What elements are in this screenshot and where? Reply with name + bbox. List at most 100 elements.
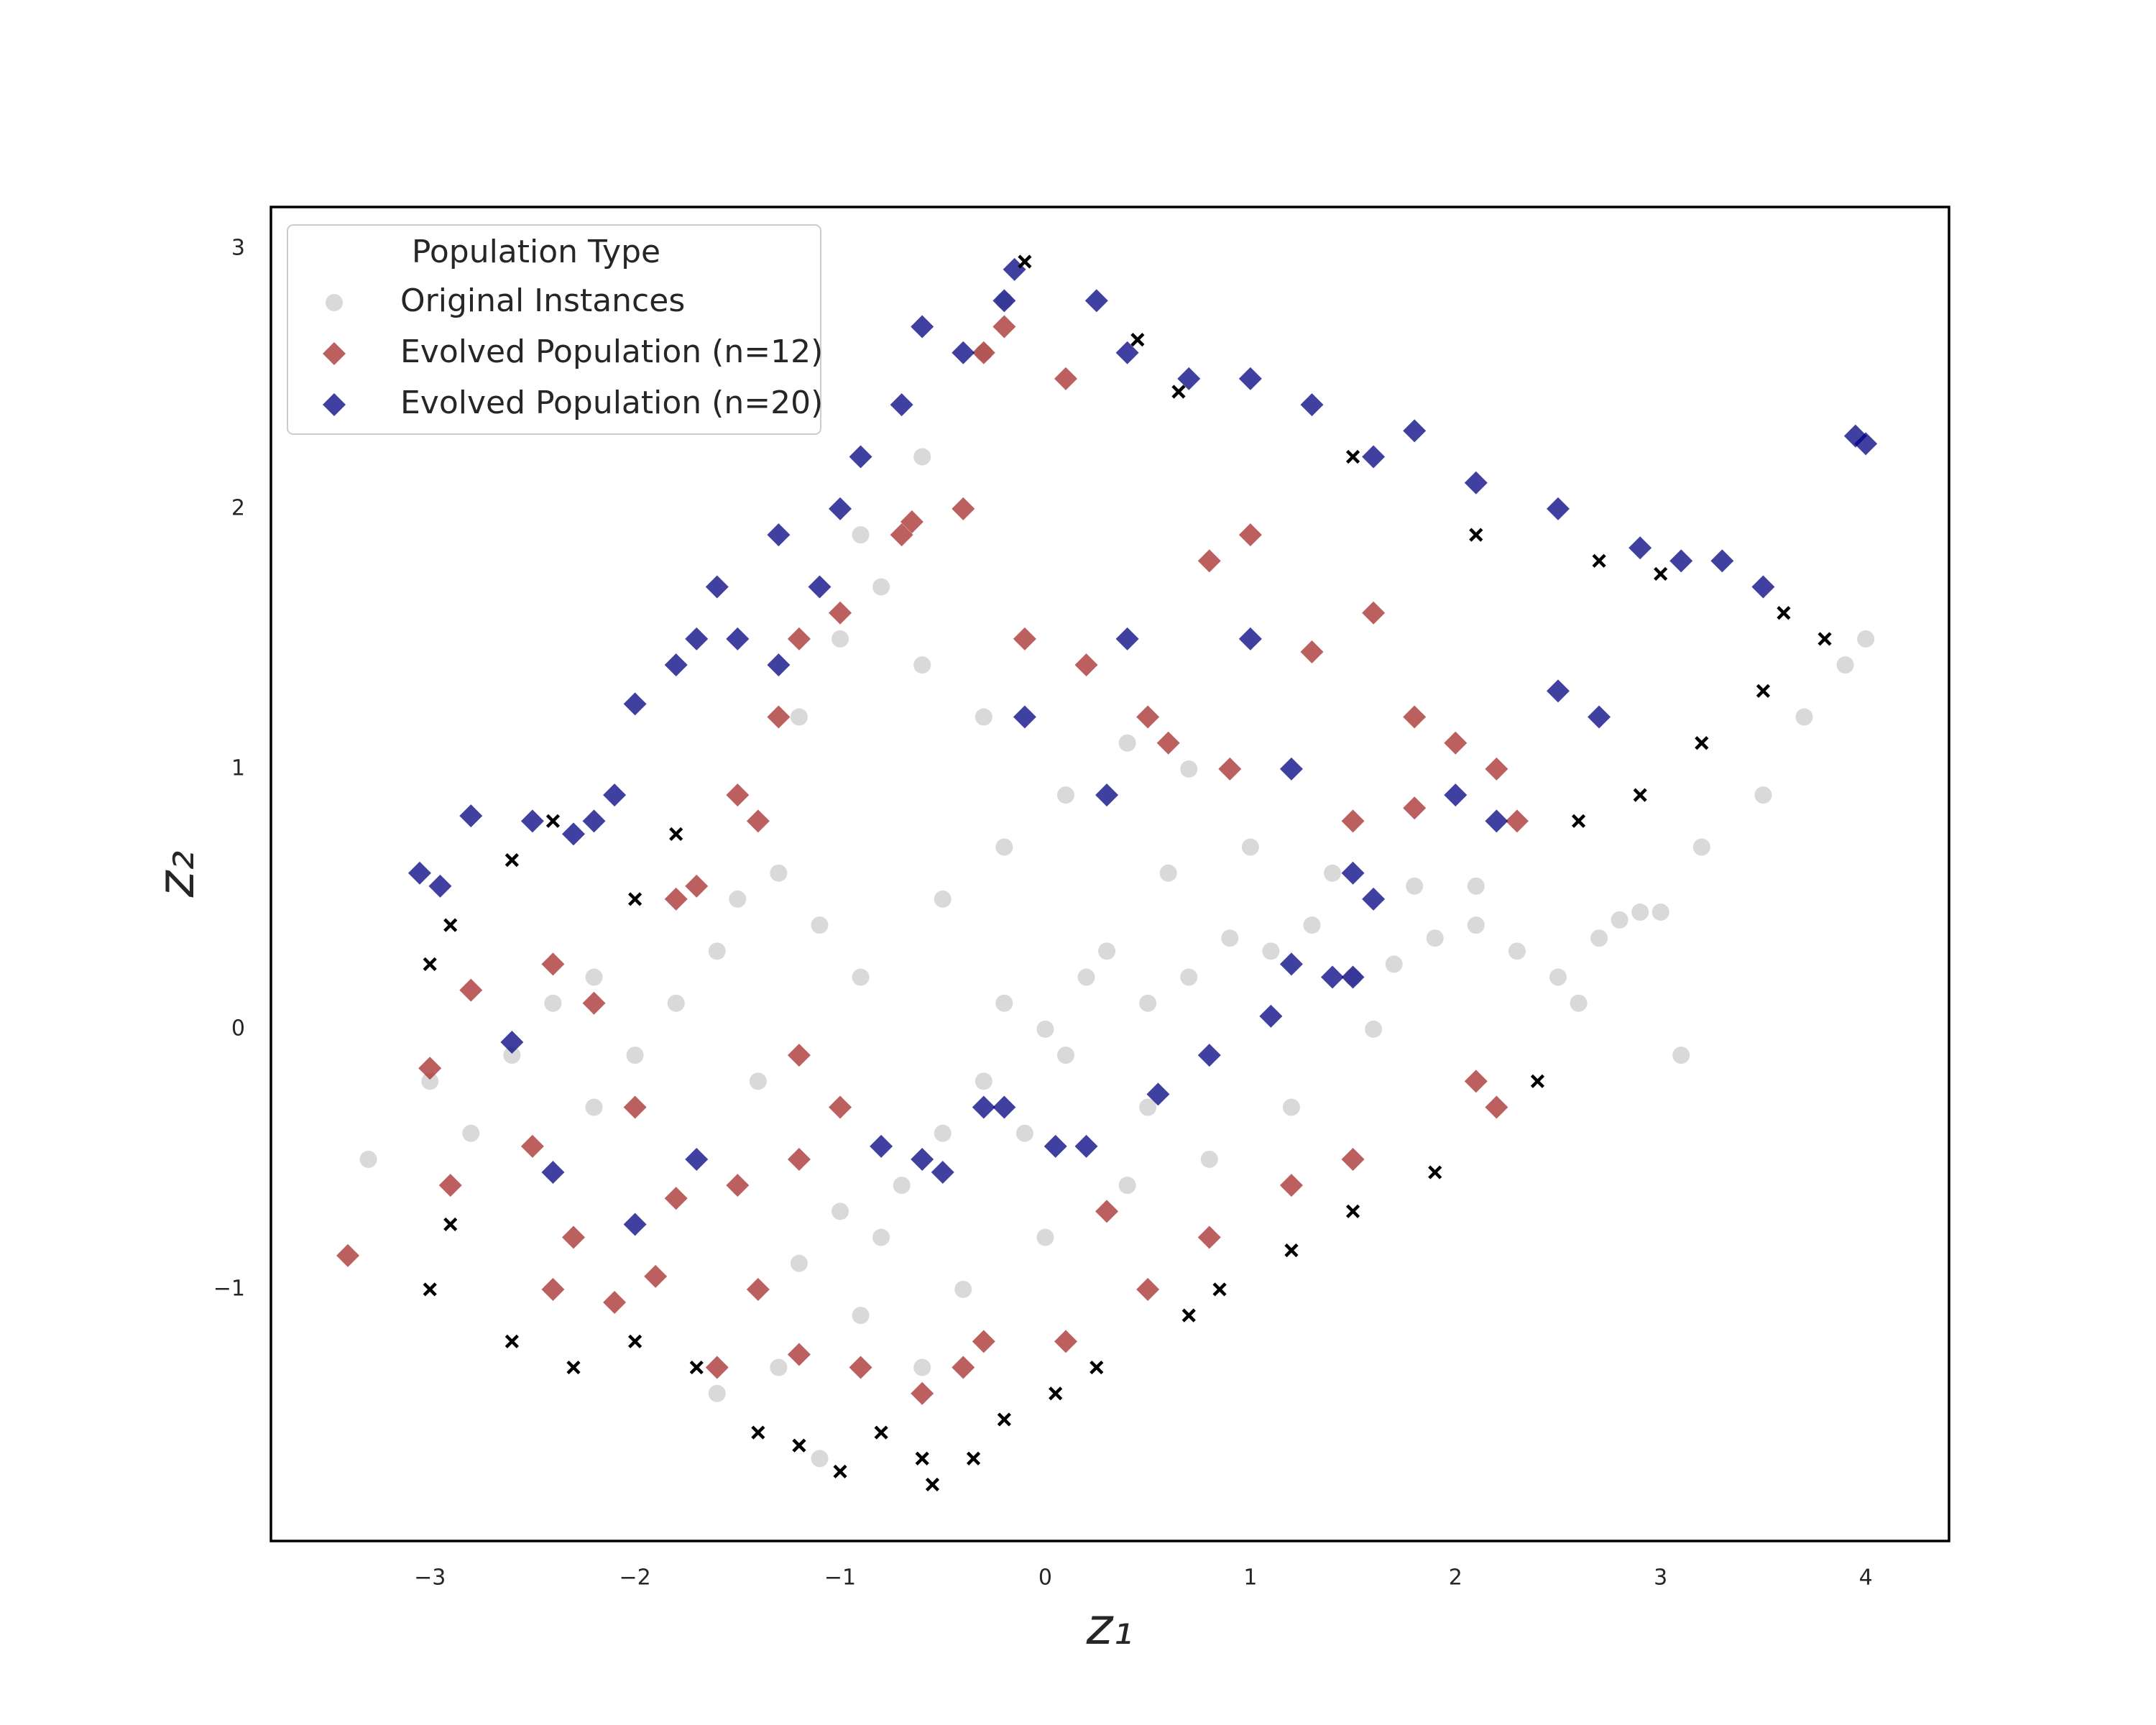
point bbox=[1857, 630, 1875, 648]
point bbox=[1406, 877, 1424, 895]
point bbox=[911, 1381, 934, 1405]
y-tick-label: 3 bbox=[231, 235, 245, 260]
point bbox=[1464, 1070, 1488, 1093]
point bbox=[582, 991, 606, 1015]
point bbox=[787, 627, 811, 650]
point bbox=[708, 942, 726, 960]
point bbox=[852, 1307, 870, 1325]
point bbox=[1324, 864, 1342, 882]
point bbox=[1362, 887, 1386, 911]
point bbox=[1212, 1282, 1227, 1297]
point bbox=[1836, 656, 1854, 674]
point bbox=[1300, 393, 1324, 417]
point bbox=[1013, 627, 1036, 650]
plot-area bbox=[336, 254, 1878, 1492]
point bbox=[628, 1334, 642, 1348]
point bbox=[811, 1450, 829, 1468]
point bbox=[966, 1451, 981, 1466]
point bbox=[1592, 553, 1606, 568]
point bbox=[585, 968, 603, 986]
point bbox=[685, 874, 709, 898]
point bbox=[952, 1356, 975, 1379]
point bbox=[1571, 814, 1586, 828]
point bbox=[1403, 705, 1427, 729]
point bbox=[520, 809, 544, 833]
point bbox=[1654, 566, 1668, 581]
point bbox=[1259, 1004, 1283, 1028]
point bbox=[1795, 708, 1813, 726]
point bbox=[1238, 367, 1262, 390]
point bbox=[1095, 1200, 1119, 1223]
point bbox=[992, 1095, 1016, 1119]
point bbox=[1218, 757, 1242, 781]
point bbox=[831, 1202, 849, 1220]
point bbox=[1241, 838, 1259, 856]
point bbox=[664, 887, 688, 911]
point bbox=[729, 890, 747, 908]
point bbox=[421, 1072, 439, 1090]
point bbox=[1345, 1204, 1360, 1218]
point bbox=[428, 874, 452, 898]
point bbox=[1818, 632, 1832, 646]
x-axis-label: z₁ bbox=[1086, 1597, 1133, 1656]
point bbox=[1136, 1277, 1160, 1301]
point bbox=[913, 1358, 931, 1376]
point bbox=[1341, 861, 1365, 885]
point bbox=[1089, 1360, 1104, 1375]
point bbox=[1467, 877, 1485, 895]
point bbox=[685, 627, 709, 650]
point bbox=[790, 1254, 808, 1272]
point bbox=[1756, 684, 1771, 698]
point bbox=[913, 448, 931, 466]
point bbox=[1015, 1124, 1033, 1142]
legend-label: Original Instances bbox=[400, 282, 685, 319]
point bbox=[1171, 385, 1186, 399]
point bbox=[767, 653, 791, 677]
point bbox=[870, 1134, 893, 1158]
point bbox=[1854, 432, 1878, 456]
point bbox=[900, 510, 923, 534]
point bbox=[787, 1343, 811, 1366]
y-tick-label: −1 bbox=[213, 1276, 245, 1301]
point bbox=[751, 1425, 765, 1440]
point bbox=[1044, 1134, 1067, 1158]
point bbox=[1146, 1082, 1170, 1106]
point bbox=[689, 1360, 704, 1375]
point bbox=[1633, 788, 1647, 802]
point bbox=[1444, 731, 1468, 755]
point bbox=[462, 1124, 480, 1142]
point bbox=[1695, 736, 1709, 750]
point bbox=[505, 1334, 519, 1348]
point bbox=[1546, 679, 1570, 703]
legend-frame bbox=[287, 224, 821, 435]
point bbox=[1018, 254, 1032, 269]
point bbox=[915, 1451, 929, 1466]
point bbox=[1485, 809, 1508, 833]
point bbox=[708, 1384, 726, 1402]
point bbox=[541, 1277, 565, 1301]
point bbox=[1385, 955, 1403, 973]
point bbox=[1139, 994, 1157, 1012]
point bbox=[1098, 942, 1116, 960]
point bbox=[972, 1330, 995, 1353]
point bbox=[1282, 1098, 1300, 1116]
point bbox=[852, 526, 870, 544]
point bbox=[1505, 809, 1529, 833]
point bbox=[1672, 1046, 1690, 1064]
point bbox=[1074, 653, 1098, 677]
x-tick-label: 1 bbox=[1243, 1565, 1257, 1591]
x-tick-label: −2 bbox=[619, 1565, 650, 1591]
point bbox=[1180, 760, 1198, 778]
point bbox=[459, 804, 483, 828]
point bbox=[1508, 942, 1526, 960]
point bbox=[1074, 1134, 1098, 1158]
point bbox=[438, 1174, 462, 1197]
point bbox=[1469, 528, 1483, 542]
point bbox=[954, 1280, 972, 1298]
point bbox=[893, 1177, 911, 1195]
point bbox=[1321, 965, 1345, 989]
point bbox=[623, 1213, 647, 1236]
point bbox=[561, 1225, 585, 1249]
point bbox=[1013, 705, 1036, 729]
